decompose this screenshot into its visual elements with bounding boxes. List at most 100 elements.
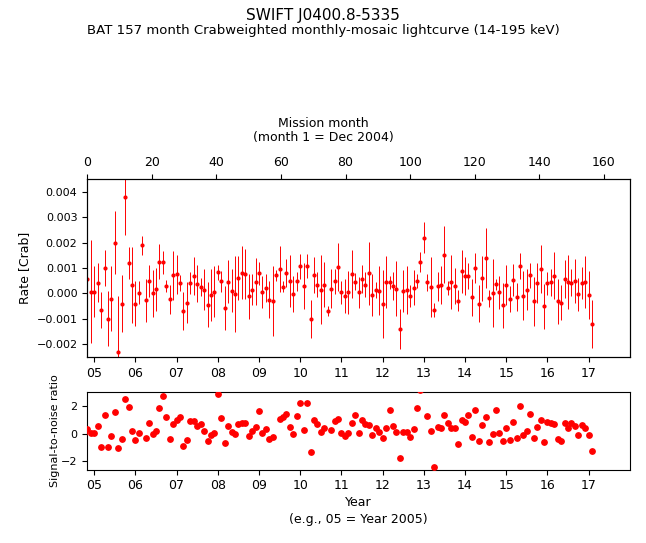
Point bbox=[202, 437, 213, 445]
Point bbox=[65, 412, 76, 421]
Point bbox=[209, 428, 220, 437]
Point bbox=[432, 422, 443, 431]
Point bbox=[563, 424, 573, 432]
Point bbox=[542, 418, 552, 426]
Point bbox=[291, 412, 302, 421]
Point bbox=[134, 428, 144, 437]
Point bbox=[264, 434, 275, 443]
Point bbox=[261, 424, 271, 433]
Point bbox=[161, 413, 171, 422]
Point bbox=[573, 431, 583, 439]
Point bbox=[295, 399, 306, 408]
Point bbox=[61, 407, 72, 416]
Point bbox=[532, 422, 542, 431]
Point bbox=[484, 438, 494, 446]
Point bbox=[353, 428, 364, 437]
Point bbox=[199, 427, 209, 435]
Point bbox=[467, 432, 477, 441]
Point bbox=[470, 406, 481, 414]
Point bbox=[223, 422, 233, 431]
Point bbox=[580, 424, 590, 432]
Point bbox=[415, 386, 426, 395]
Point bbox=[559, 419, 570, 428]
Point bbox=[412, 404, 422, 413]
Point bbox=[165, 435, 175, 444]
Point bbox=[463, 411, 474, 420]
Point bbox=[58, 424, 68, 432]
Point bbox=[481, 413, 491, 422]
Point bbox=[528, 434, 539, 443]
Point bbox=[127, 426, 137, 435]
Point bbox=[443, 419, 453, 428]
Point bbox=[570, 422, 580, 431]
Point bbox=[51, 424, 61, 433]
Point bbox=[436, 424, 446, 432]
Point bbox=[306, 447, 316, 456]
Text: (month 1 = Dec 2004): (month 1 = Dec 2004) bbox=[253, 131, 393, 144]
Point bbox=[439, 411, 450, 420]
Point bbox=[309, 416, 319, 425]
Point bbox=[381, 424, 391, 432]
Point bbox=[364, 421, 374, 430]
Point bbox=[213, 390, 223, 399]
Point bbox=[522, 427, 532, 436]
Point bbox=[474, 437, 484, 446]
Point bbox=[556, 437, 567, 445]
Point bbox=[182, 435, 192, 444]
Point bbox=[275, 415, 285, 424]
Point bbox=[391, 427, 402, 436]
Point bbox=[388, 422, 398, 431]
Point bbox=[525, 410, 536, 419]
Point bbox=[99, 411, 110, 419]
Point bbox=[329, 416, 340, 425]
Point bbox=[247, 426, 257, 435]
Point bbox=[477, 420, 487, 429]
Point bbox=[374, 428, 384, 437]
Point bbox=[79, 429, 89, 438]
Point bbox=[419, 381, 429, 389]
Point bbox=[583, 431, 594, 439]
Point bbox=[147, 430, 158, 438]
Y-axis label: Signal-to-noise ratio: Signal-to-noise ratio bbox=[50, 375, 59, 488]
Point bbox=[151, 427, 162, 435]
Point bbox=[536, 415, 546, 424]
Point bbox=[446, 424, 457, 432]
Point bbox=[487, 430, 497, 438]
Point bbox=[254, 406, 264, 415]
Point bbox=[178, 442, 189, 451]
Point bbox=[113, 444, 123, 453]
Point bbox=[130, 436, 141, 445]
Text: (e.g., 05 = Year 2005): (e.g., 05 = Year 2005) bbox=[289, 513, 428, 526]
Point bbox=[429, 463, 439, 472]
Point bbox=[408, 425, 419, 434]
Point bbox=[154, 404, 165, 413]
Point bbox=[326, 426, 337, 435]
Point bbox=[141, 434, 151, 443]
Point bbox=[220, 439, 230, 447]
Point bbox=[371, 424, 381, 432]
Text: BAT 157 month Crabweighted monthly-mosaic lightcurve (14-195 keV): BAT 157 month Crabweighted monthly-mosai… bbox=[87, 24, 559, 37]
Point bbox=[422, 412, 432, 420]
Point bbox=[206, 430, 216, 439]
Point bbox=[68, 428, 79, 437]
Point bbox=[450, 424, 460, 433]
Point bbox=[360, 420, 371, 428]
Point bbox=[285, 423, 295, 432]
Point bbox=[230, 430, 240, 439]
Point bbox=[497, 437, 508, 446]
Point bbox=[89, 428, 99, 437]
Point bbox=[196, 420, 206, 429]
Point bbox=[192, 422, 202, 431]
Point bbox=[185, 417, 196, 426]
Point bbox=[226, 428, 236, 437]
Point bbox=[343, 429, 353, 438]
Point bbox=[55, 424, 65, 432]
Point bbox=[337, 428, 347, 437]
Point bbox=[587, 447, 598, 456]
Point bbox=[278, 413, 288, 421]
Point bbox=[251, 422, 261, 431]
Point bbox=[92, 422, 103, 431]
Point bbox=[357, 416, 367, 425]
Point bbox=[298, 425, 309, 434]
Point bbox=[395, 453, 405, 462]
